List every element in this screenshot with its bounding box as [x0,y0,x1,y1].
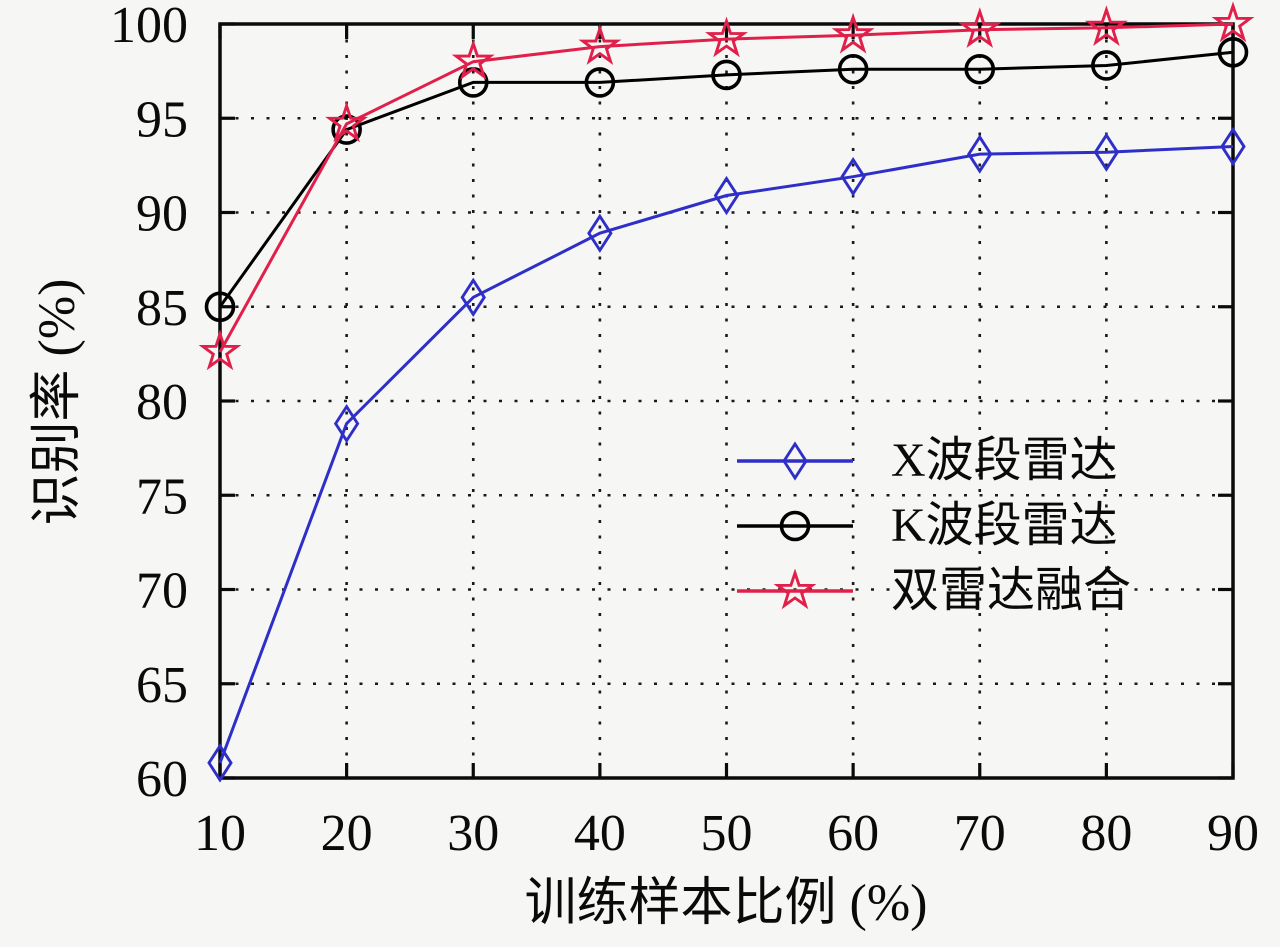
circle-marker [204,291,236,323]
legend-label-k-band: K波段雷达 [891,498,1118,552]
diamond-marker [460,277,486,317]
star-marker [578,23,622,65]
circle-marker [711,59,742,91]
x-tick-label: 40 [574,805,626,862]
y-tick-label: 100 [110,0,188,54]
y-tick-label: 95 [136,91,188,148]
star-marker [773,568,817,609]
circle-marker [779,510,811,541]
gridlines [220,24,1233,778]
diamond-marker [840,157,866,197]
legend-label-fusion: 双雷达融合 [891,563,1132,617]
legend-swatch-fusion [737,568,853,609]
y-tick-label: 90 [136,186,188,243]
legend-item-fusion: 双雷达融合 [735,558,1131,623]
star-marker [958,7,1002,48]
legend: X波段雷达 K波段雷达 双雷达融合 [735,428,1131,623]
star-marker [1084,5,1128,46]
y-tick-label: 65 [136,657,188,714]
series-line-0 [218,145,1234,764]
series-line-1 [218,50,1234,308]
star-marker [325,101,369,143]
diamond-marker [967,134,993,174]
star-marker [705,16,748,58]
diamond-marker [1093,132,1120,172]
legend-item-x-band: X波段雷达 [735,428,1131,493]
series-line-2 [218,22,1234,353]
star-marker [451,39,495,81]
y-tick-label: 85 [136,280,188,337]
x-tick-label: 60 [827,805,879,862]
star-marker [198,329,242,371]
series-0 [207,126,1246,783]
y-tick-labels: 60 65 70 75 80 85 90 95 100 [110,0,188,808]
x-tick-label: 20 [321,805,373,862]
circle-marker [1217,36,1249,68]
y-tick-label: 70 [136,563,188,620]
diamond-marker [207,743,233,783]
diamond-marker [1220,126,1246,167]
x-tick-labels: 10 20 30 40 50 60 70 80 90 [194,805,1259,862]
diamond-marker [713,175,740,216]
star-marker [831,12,875,54]
legend-swatch-x-band [737,440,853,481]
circle-marker [837,53,869,85]
circle-marker [1091,50,1122,81]
legend-label-x-band: X波段雷达 [891,433,1118,487]
series-1 [204,36,1249,323]
x-tick-label: 80 [1080,805,1132,862]
circle-marker [584,67,616,98]
circle-marker [964,53,996,85]
diamond-marker [587,213,613,253]
x-tick-label: 90 [1207,805,1259,862]
star-marker [1211,1,1255,43]
y-tick-label: 60 [136,751,188,808]
x-tick-label: 70 [954,805,1006,862]
y-tick-label: 75 [136,468,188,525]
diamond-marker [782,440,808,481]
diamond-marker [333,403,360,444]
y-axis-title: 识别率 (%) [29,278,86,526]
x-tick-label: 50 [701,805,753,862]
circle-marker [331,114,362,145]
series-2 [198,1,1255,371]
y-tick-label: 80 [136,374,188,431]
x-tick-label: 10 [194,805,246,862]
legend-swatch-k-band [737,510,853,541]
legend-item-k-band: K波段雷达 [735,493,1131,558]
x-tick-label: 30 [447,805,499,862]
x-axis-title: 训练样本比例 (%) [524,875,928,932]
